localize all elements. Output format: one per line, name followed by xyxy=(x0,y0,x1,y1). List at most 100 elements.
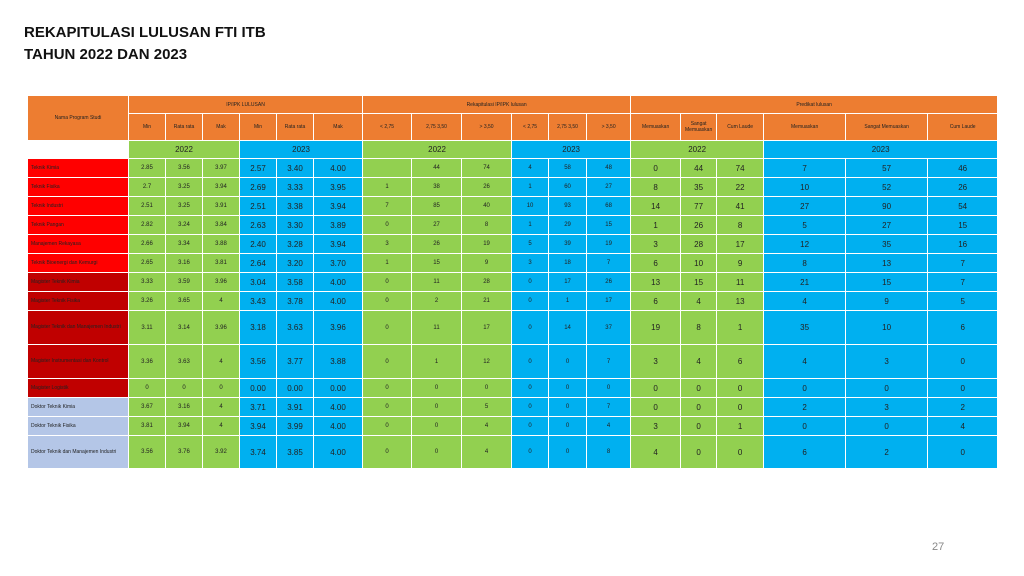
table-cell: 3.63 xyxy=(165,344,203,379)
table-cell: 3.11 xyxy=(128,310,166,345)
table-cell: 11 xyxy=(411,310,463,345)
table-cell: 3.78 xyxy=(276,291,314,311)
table-cell: 8 xyxy=(763,253,847,273)
table-cell: 2.82 xyxy=(128,215,166,235)
table-cell: 4 xyxy=(461,435,513,469)
table-cell: 3.16 xyxy=(165,253,203,273)
header-row-years: 2022 2023 2022 2023 2022 2023 xyxy=(27,140,999,159)
table-cell: 3.56 xyxy=(128,435,166,469)
table-cell: 3 xyxy=(630,416,682,436)
sub-header: > 3,50 xyxy=(586,113,632,141)
program-name: Doktor Teknik Kimia xyxy=(27,397,129,417)
table-cell: 8 xyxy=(630,177,682,197)
table-cell: 13 xyxy=(845,253,929,273)
program-name: Doktor Teknik Fisika xyxy=(27,416,129,436)
sub-header: Memuaskan xyxy=(630,113,682,141)
table-cell: 0 xyxy=(845,378,929,398)
table-cell: 4 xyxy=(630,435,682,469)
table-cell: 27 xyxy=(763,196,847,216)
table-cell: 35 xyxy=(763,310,847,345)
program-name: Magister Instrumentasi dan Kontrol xyxy=(27,344,129,379)
table-cell: 0 xyxy=(362,416,413,436)
table-cell: 3.94 xyxy=(202,177,240,197)
table-cell: 3.88 xyxy=(202,234,240,254)
table-cell: 7 xyxy=(927,272,999,292)
sub-header: Cum Laude xyxy=(927,113,999,141)
table-cell: 3.56 xyxy=(239,344,277,379)
table-cell: 3.94 xyxy=(312,234,364,254)
table-row: Magister Teknik Kimia 3.33 3.59 3.96 3.04 3.5… xyxy=(27,272,999,292)
table-cell: 0 xyxy=(548,416,588,436)
table-cell: 0 xyxy=(511,435,550,469)
table-cell: 5 xyxy=(511,234,550,254)
table-cell: 2.66 xyxy=(128,234,166,254)
table-cell: 2.51 xyxy=(239,196,277,216)
sub-header: < 2,75 xyxy=(362,113,413,141)
table-cell: 2.65 xyxy=(128,253,166,273)
program-name: Magister Teknik Kimia xyxy=(27,272,129,292)
table-cell: 1 xyxy=(548,291,588,311)
table-cell: 3.91 xyxy=(202,196,240,216)
table-cell: 10 xyxy=(763,177,847,197)
program-name: Teknik Bioenergi dan Kemurgi xyxy=(27,253,129,273)
table-cell: 0 xyxy=(511,310,550,345)
table-cell: 77 xyxy=(680,196,718,216)
table-row: Teknik Pangan 2.82 3.24 3.84 2.63 3.30 3.89 0 27… xyxy=(27,215,999,235)
header-row-sub: Min Rata rata Mak Min Rata rata Mak < 2,… xyxy=(28,113,999,141)
table-cell: 3.58 xyxy=(276,272,314,292)
table-cell: 0 xyxy=(511,272,550,292)
table-cell: 0 xyxy=(362,272,413,292)
table-cell: 10 xyxy=(511,196,550,216)
table-cell: 0 xyxy=(680,435,718,469)
table-cell: 29 xyxy=(548,215,588,235)
sub-header: Cum Laude xyxy=(716,113,765,141)
table-cell: 6 xyxy=(763,435,847,469)
table-cell: 0 xyxy=(548,435,588,469)
table-cell: 2 xyxy=(845,435,929,469)
table-cell: 2 xyxy=(411,291,463,311)
table-cell: 0 xyxy=(630,378,682,398)
table-cell: 17 xyxy=(461,310,513,345)
table-cell: 35 xyxy=(845,234,929,254)
table-cell: 27 xyxy=(845,215,929,235)
year-label: 2022 xyxy=(128,140,240,159)
table-row: Magister Teknik Fisika 3.26 3.65 4 3.43 3.78 4… xyxy=(27,291,999,311)
program-name: Teknik Industri xyxy=(27,196,129,216)
table-cell: 28 xyxy=(461,272,513,292)
title-line-2: TAHUN 2022 DAN 2023 xyxy=(24,46,188,63)
year-label: 2022 xyxy=(362,140,513,159)
table-cell: 4 xyxy=(511,158,550,178)
table-cell: 15 xyxy=(845,272,929,292)
table-cell: 11 xyxy=(411,272,463,292)
table-cell: 26 xyxy=(927,177,999,197)
table-cell: 44 xyxy=(680,158,718,178)
table-cell: 0 xyxy=(716,378,765,398)
table-row: Manajemen Rekayasa 2.66 3.34 3.88 2.40 3.28 3.… xyxy=(27,234,999,254)
table-cell: 7 xyxy=(586,397,632,417)
table-cell xyxy=(362,158,413,178)
year-label: 2023 xyxy=(238,140,364,159)
table-cell: 85 xyxy=(411,196,463,216)
table-cell: 0 xyxy=(165,378,203,398)
table-cell: 15 xyxy=(680,272,718,292)
table-cell: 2 xyxy=(763,397,847,417)
table-cell: 1 xyxy=(411,344,463,379)
table-cell: 2.63 xyxy=(239,215,277,235)
table-cell: 3.96 xyxy=(202,272,240,292)
table-cell: 3.24 xyxy=(165,215,203,235)
table-cell: 16 xyxy=(927,234,999,254)
table-cell: 3.40 xyxy=(276,158,314,178)
table-cell: 3.74 xyxy=(239,435,277,469)
table-cell: 0 xyxy=(511,397,550,417)
table-cell: 3 xyxy=(362,234,413,254)
table-cell: 3.26 xyxy=(128,291,166,311)
table-cell: 3.81 xyxy=(202,253,240,273)
table-cell: 39 xyxy=(548,234,588,254)
table-cell: 0 xyxy=(630,158,682,178)
table-cell: 3.28 xyxy=(276,234,314,254)
table-cell: 1 xyxy=(716,416,765,436)
sub-header: Rata rata xyxy=(276,113,314,141)
program-name: Teknik Kimia xyxy=(27,158,129,178)
table-cell: 10 xyxy=(680,253,718,273)
table-cell: 1 xyxy=(362,253,413,273)
